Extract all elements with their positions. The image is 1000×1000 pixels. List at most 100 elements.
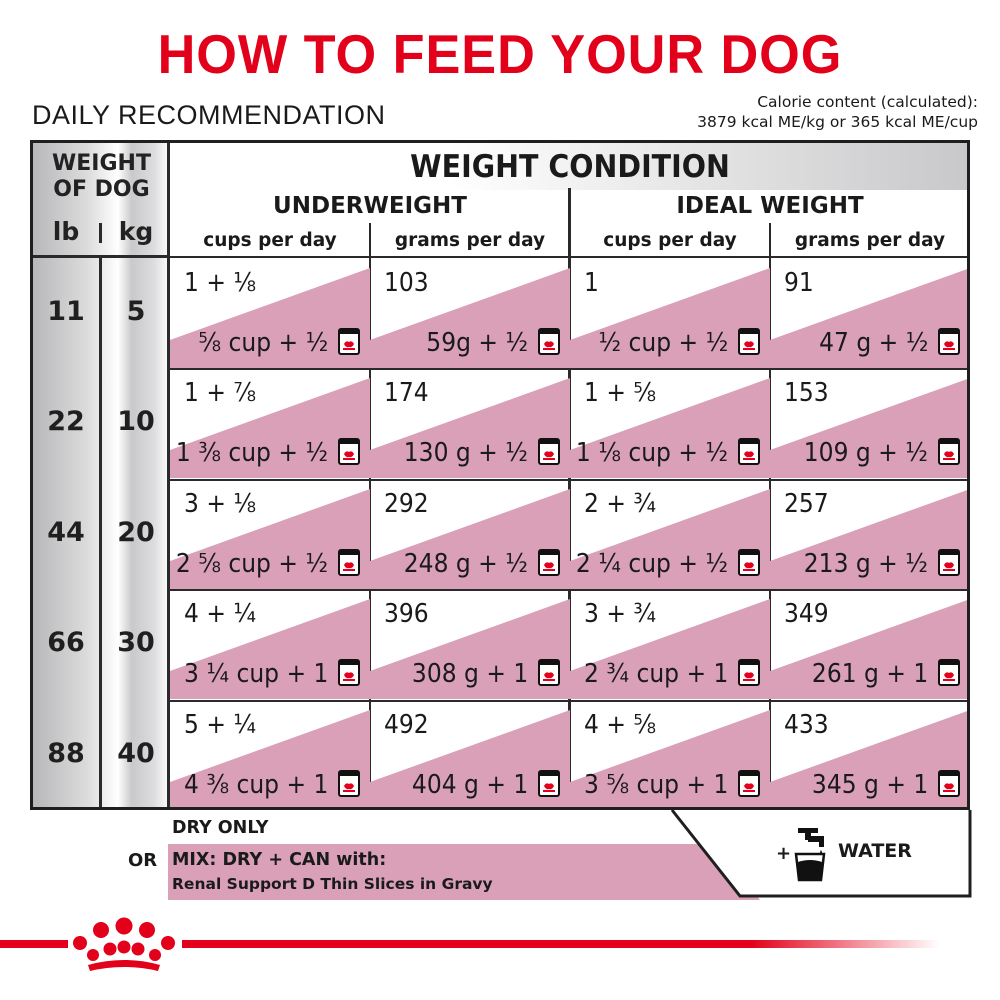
mix-amount: ½ cup + ½ (598, 328, 728, 358)
dry-only-amount: 1 + ⅛ (184, 268, 257, 298)
mix-amount: 109 g + ½ (803, 438, 928, 469)
can-icon (738, 326, 760, 356)
mix-amount: 1 ⅛ cup + ½ (575, 438, 728, 469)
feeding-cell: 349 261 g + 1 (770, 589, 967, 700)
dry-only-amount: 3 + ¾ (584, 599, 657, 630)
weight-condition-band (170, 143, 967, 190)
mix-background (770, 379, 967, 479)
mix-background (170, 709, 370, 807)
mix-background (370, 599, 570, 700)
lb-header: lb (52, 217, 80, 246)
daily-recommendation-label: DAILY RECOMMENDATION (32, 100, 386, 130)
calorie-line-1: Calorie content (calculated): (757, 93, 978, 111)
legend-shapes (168, 809, 972, 900)
dry-only-amount: 1 (584, 268, 599, 298)
mix-amount: 3 ⅝ cup + 1 (583, 769, 728, 800)
calorie-content: Calorie content (calculated): 3879 kcal … (697, 92, 978, 132)
weight-kg-value: 10 (117, 406, 155, 438)
feeding-cell: 257 213 g + ½ (770, 479, 967, 589)
weight-of-dog-line-2: OF DOG (53, 177, 150, 202)
feeding-cell: 492 404 g + 1 (370, 700, 570, 807)
can-icon (938, 657, 960, 687)
ideal-weight-label: IDEAL WEIGHT (676, 193, 864, 219)
mix-background (370, 378, 570, 479)
dry-only-amount: 1 + ⅝ (584, 378, 657, 409)
can-icon (738, 547, 760, 577)
underweight-cups-label: cups per day (203, 230, 337, 251)
mix-background (570, 488, 770, 589)
mix-background (770, 710, 967, 807)
feeding-cell: 396 308 g + 1 (370, 589, 570, 700)
mix-background (170, 378, 370, 479)
mix-background (570, 378, 770, 479)
row-divider (170, 589, 967, 592)
dry-only-amount: 292 (384, 488, 429, 519)
dry-only-amount: 257 (784, 488, 829, 519)
mix-amount: 59g + ½ (426, 328, 528, 358)
lb-kg-tick (99, 223, 102, 243)
dry-only-amount: 91 (784, 268, 814, 298)
feeding-cell: 5 + ¼ 4 ⅜ cup + 1 (170, 700, 370, 807)
feeding-cell: 3 + ¾ 2 ¾ cup + 1 (570, 589, 770, 700)
weight-of-dog-header: WEIGHT OF DOG (33, 151, 170, 203)
can-icon (738, 657, 760, 687)
can-icon (338, 326, 360, 356)
weight-kg-value: 5 (126, 296, 146, 327)
ideal-cups-label: cups per day (603, 230, 737, 251)
calorie-line-2: 3879 kcal ME/kg or 365 kcal ME/cup (697, 113, 978, 131)
can-icon (338, 768, 360, 798)
kg-header: kg (118, 217, 154, 246)
can-icon (938, 436, 960, 466)
dry-only-amount: 4 + ¼ (184, 599, 257, 630)
water-tap-icon (794, 828, 826, 882)
dry-only-amount: 396 (384, 599, 429, 630)
mix-amount: 4 ⅜ cup + 1 (183, 769, 328, 800)
mix-background (570, 599, 770, 700)
mix-amount: 2 ¾ cup + 1 (583, 659, 728, 690)
feeding-cell: 1 + ⅞ 1 ⅜ cup + ½ (170, 368, 370, 479)
left-header-line (33, 255, 170, 258)
feeding-table: WEIGHT OF DOG lb kg WEIGHT CONDITION UND… (30, 140, 970, 810)
left-column-border (167, 143, 170, 807)
mix-amount: 345 g + 1 (811, 769, 928, 800)
dry-only-amount: 4 + ⅝ (584, 709, 657, 740)
row-divider (170, 699, 967, 702)
feeding-cell: 292 248 g + ½ (370, 479, 570, 589)
mix-amount: 130 g + ½ (403, 438, 528, 469)
can-icon (938, 547, 960, 577)
mix-amount: 261 g + 1 (811, 659, 928, 690)
weight-lb-value: 22 (47, 406, 85, 438)
dry-only-amount: 349 (784, 599, 829, 630)
mix-background (170, 488, 370, 589)
feeding-cell: 153 109 g + ½ (770, 368, 967, 479)
subheader-line (170, 256, 967, 258)
weight-kg-value: 40 (117, 737, 155, 769)
dry-only-amount: 174 (384, 378, 429, 409)
feeding-cell: 4 + ⅝ 3 ⅝ cup + 1 (570, 700, 770, 807)
water-plus: + (776, 843, 792, 864)
weight-of-dog-line-1: WEIGHT (52, 151, 151, 176)
legend-mix: MIX: DRY + CAN with: (172, 850, 387, 870)
dry-only-amount: 433 (784, 709, 829, 740)
mix-background (770, 269, 967, 368)
mix-amount: 3 ¼ cup + 1 (183, 659, 328, 690)
feeding-cell: 91 47 g + ½ (770, 258, 967, 368)
mix-background (570, 268, 770, 368)
weight-kg-value: 20 (117, 516, 155, 548)
dry-only-amount: 2 + ¾ (584, 488, 657, 519)
feeding-cell: 4 + ¼ 3 ¼ cup + 1 (170, 589, 370, 700)
legend-dry-only: DRY ONLY (172, 818, 269, 838)
weight-condition-label: WEIGHT CONDITION (410, 149, 730, 185)
feeding-cell: 1 ½ cup + ½ (570, 258, 770, 368)
dry-only-amount: 153 (784, 378, 829, 409)
underweight-column-divider (369, 223, 371, 807)
weight-lb-value: 11 (47, 296, 85, 327)
dry-only-amount: 103 (384, 268, 429, 298)
mix-background (370, 709, 570, 807)
can-icon (538, 768, 560, 798)
mix-amount: 248 g + ½ (403, 548, 528, 579)
underweight-grams-label: grams per day (394, 230, 546, 251)
mix-amount: 2 ⅝ cup + ½ (175, 548, 328, 579)
dry-only-amount: 1 + ⅞ (184, 378, 257, 409)
mix-background (770, 600, 967, 700)
